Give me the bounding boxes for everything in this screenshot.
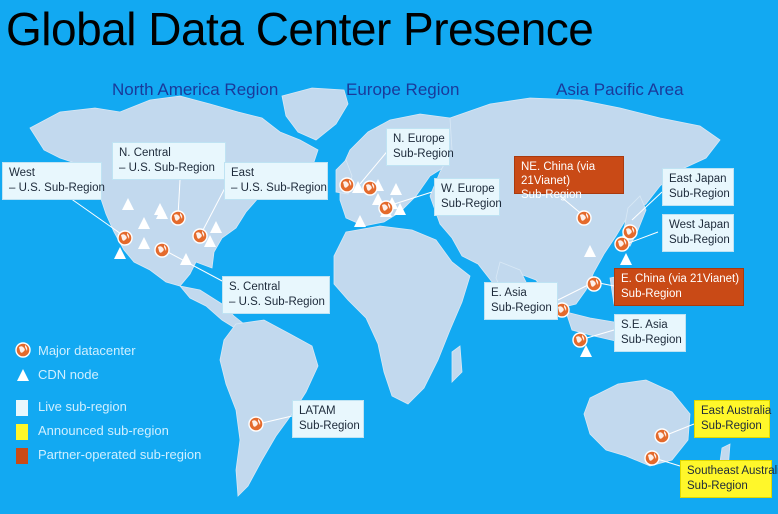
subregion-type: Sub-Region	[621, 288, 682, 300]
subregion-name: West Japan	[669, 219, 730, 231]
page-title: Global Data Center Presence	[6, 3, 594, 55]
legend-label: Partner-operated sub-region	[38, 447, 202, 462]
subregion-name: East	[231, 167, 255, 179]
cdn-node	[620, 253, 632, 265]
datacenter-west-us	[117, 230, 133, 246]
subregion-type: Sub-Region	[393, 148, 454, 160]
subregion-name: East Japan	[669, 173, 727, 185]
subregion-name: West	[9, 167, 35, 179]
subregion-name: W. Europe	[441, 183, 495, 195]
subregion-name: Southeast Australia	[687, 465, 778, 477]
subregion-w-europe: W. Europe Sub-Region	[434, 178, 502, 216]
region-asia-pacific: Asia Pacific Area	[556, 80, 684, 99]
legend-datacenter-icon	[15, 342, 31, 358]
subregion-type: Sub-Region	[521, 189, 582, 201]
subregion-name: E. Asia	[491, 287, 527, 299]
subregion-east: East – U.S. Sub-Region	[224, 162, 328, 200]
legend-label: Announced sub-region	[38, 423, 169, 438]
subregion-latam: LATAM Sub-Region	[292, 400, 364, 438]
subregion-type: Sub-Region	[687, 480, 748, 492]
datacenter-e-china	[586, 276, 602, 292]
subregion-e-asia: E. Asia Sub-Region	[484, 282, 558, 320]
subregion-name: NE. China (via 21Vianet)	[521, 161, 596, 187]
datacenter-n-europe	[339, 177, 355, 193]
legend-label: Live sub-region	[38, 399, 127, 414]
subregion-name: S.E. Asia	[621, 319, 668, 331]
datacenter-s-central-us	[154, 242, 170, 258]
subregion-type: Sub-Region	[701, 420, 762, 432]
subregion-type: Sub-Region	[621, 334, 682, 346]
subregion-n-europe: N. Europe Sub-Region	[386, 128, 454, 166]
subregion-east-australia: East Australia Sub-Region	[694, 400, 772, 438]
legend-live-swatch	[16, 400, 28, 416]
datacenter-east-us	[192, 228, 208, 244]
subregion-n-central: N. Central – U.S. Sub-Region	[112, 142, 226, 180]
legend-icons	[15, 342, 31, 381]
subregion-east-japan: East Japan Sub-Region	[662, 168, 734, 206]
region-europe: Europe Region	[346, 80, 460, 99]
subregion-s-central: S. Central – U.S. Sub-Region	[222, 276, 330, 314]
legend-partner-swatch	[16, 448, 28, 464]
subregion-type: – U.S. Sub-Region	[119, 162, 215, 174]
subregion-west: West – U.S. Sub-Region	[2, 162, 105, 200]
subregion-type: Sub-Region	[299, 420, 360, 432]
subregion-se-asia: S.E. Asia Sub-Region	[614, 314, 686, 352]
datacenter-ne-china	[576, 210, 592, 226]
datacenter-latam	[248, 416, 264, 432]
subregion-type: – U.S. Sub-Region	[9, 182, 105, 194]
subregion-southeast-australia: Southeast Australia Sub-Region	[680, 460, 778, 498]
africa-shape	[333, 225, 471, 405]
datacenter-west-japan	[614, 236, 630, 252]
australia-shape	[583, 379, 691, 467]
subregion-type: Sub-Region	[669, 188, 730, 200]
subregion-e-china: E. China (via 21Vianet) Sub-Region	[614, 268, 744, 306]
madagascar-shape	[451, 345, 463, 383]
subregion-type: – U.S. Sub-Region	[229, 296, 325, 308]
north-america-shape	[29, 95, 319, 287]
subregion-ne-china: NE. China (via 21Vianet) Sub-Region	[514, 156, 624, 201]
datacenter-east-japan	[622, 224, 638, 240]
south-america-shape	[219, 319, 319, 497]
subregion-name: N. Central	[119, 147, 171, 159]
greenland-shape	[281, 87, 349, 141]
subregion-name: N. Europe	[393, 133, 445, 145]
subregion-name: East Australia	[701, 405, 772, 417]
region-north-america: North America Region	[112, 80, 279, 99]
subregion-name: E. China (via 21Vianet)	[621, 273, 740, 285]
datacenter-southeast-australia	[644, 450, 660, 466]
datacenter-east-australia	[654, 428, 670, 444]
datacenter-se-asia	[572, 332, 588, 348]
subregion-name: LATAM	[299, 405, 336, 417]
subregion-name: S. Central	[229, 281, 281, 293]
legend-announced-swatch	[16, 424, 28, 440]
subregion-west-japan: West Japan Sub-Region	[662, 214, 734, 252]
legend-label: CDN node	[38, 367, 99, 382]
datacenter-w-europe	[362, 180, 378, 196]
datacenter-n-central-us	[170, 210, 186, 226]
subregion-type: – U.S. Sub-Region	[231, 182, 327, 194]
legend-cdn-icon	[17, 369, 29, 381]
legend-label: Major datacenter	[38, 343, 136, 358]
subregion-type: Sub-Region	[491, 302, 552, 314]
subregion-type: Sub-Region	[669, 234, 730, 246]
datacenter-w-europe-2	[378, 200, 394, 216]
subregion-type: Sub-Region	[441, 198, 502, 210]
